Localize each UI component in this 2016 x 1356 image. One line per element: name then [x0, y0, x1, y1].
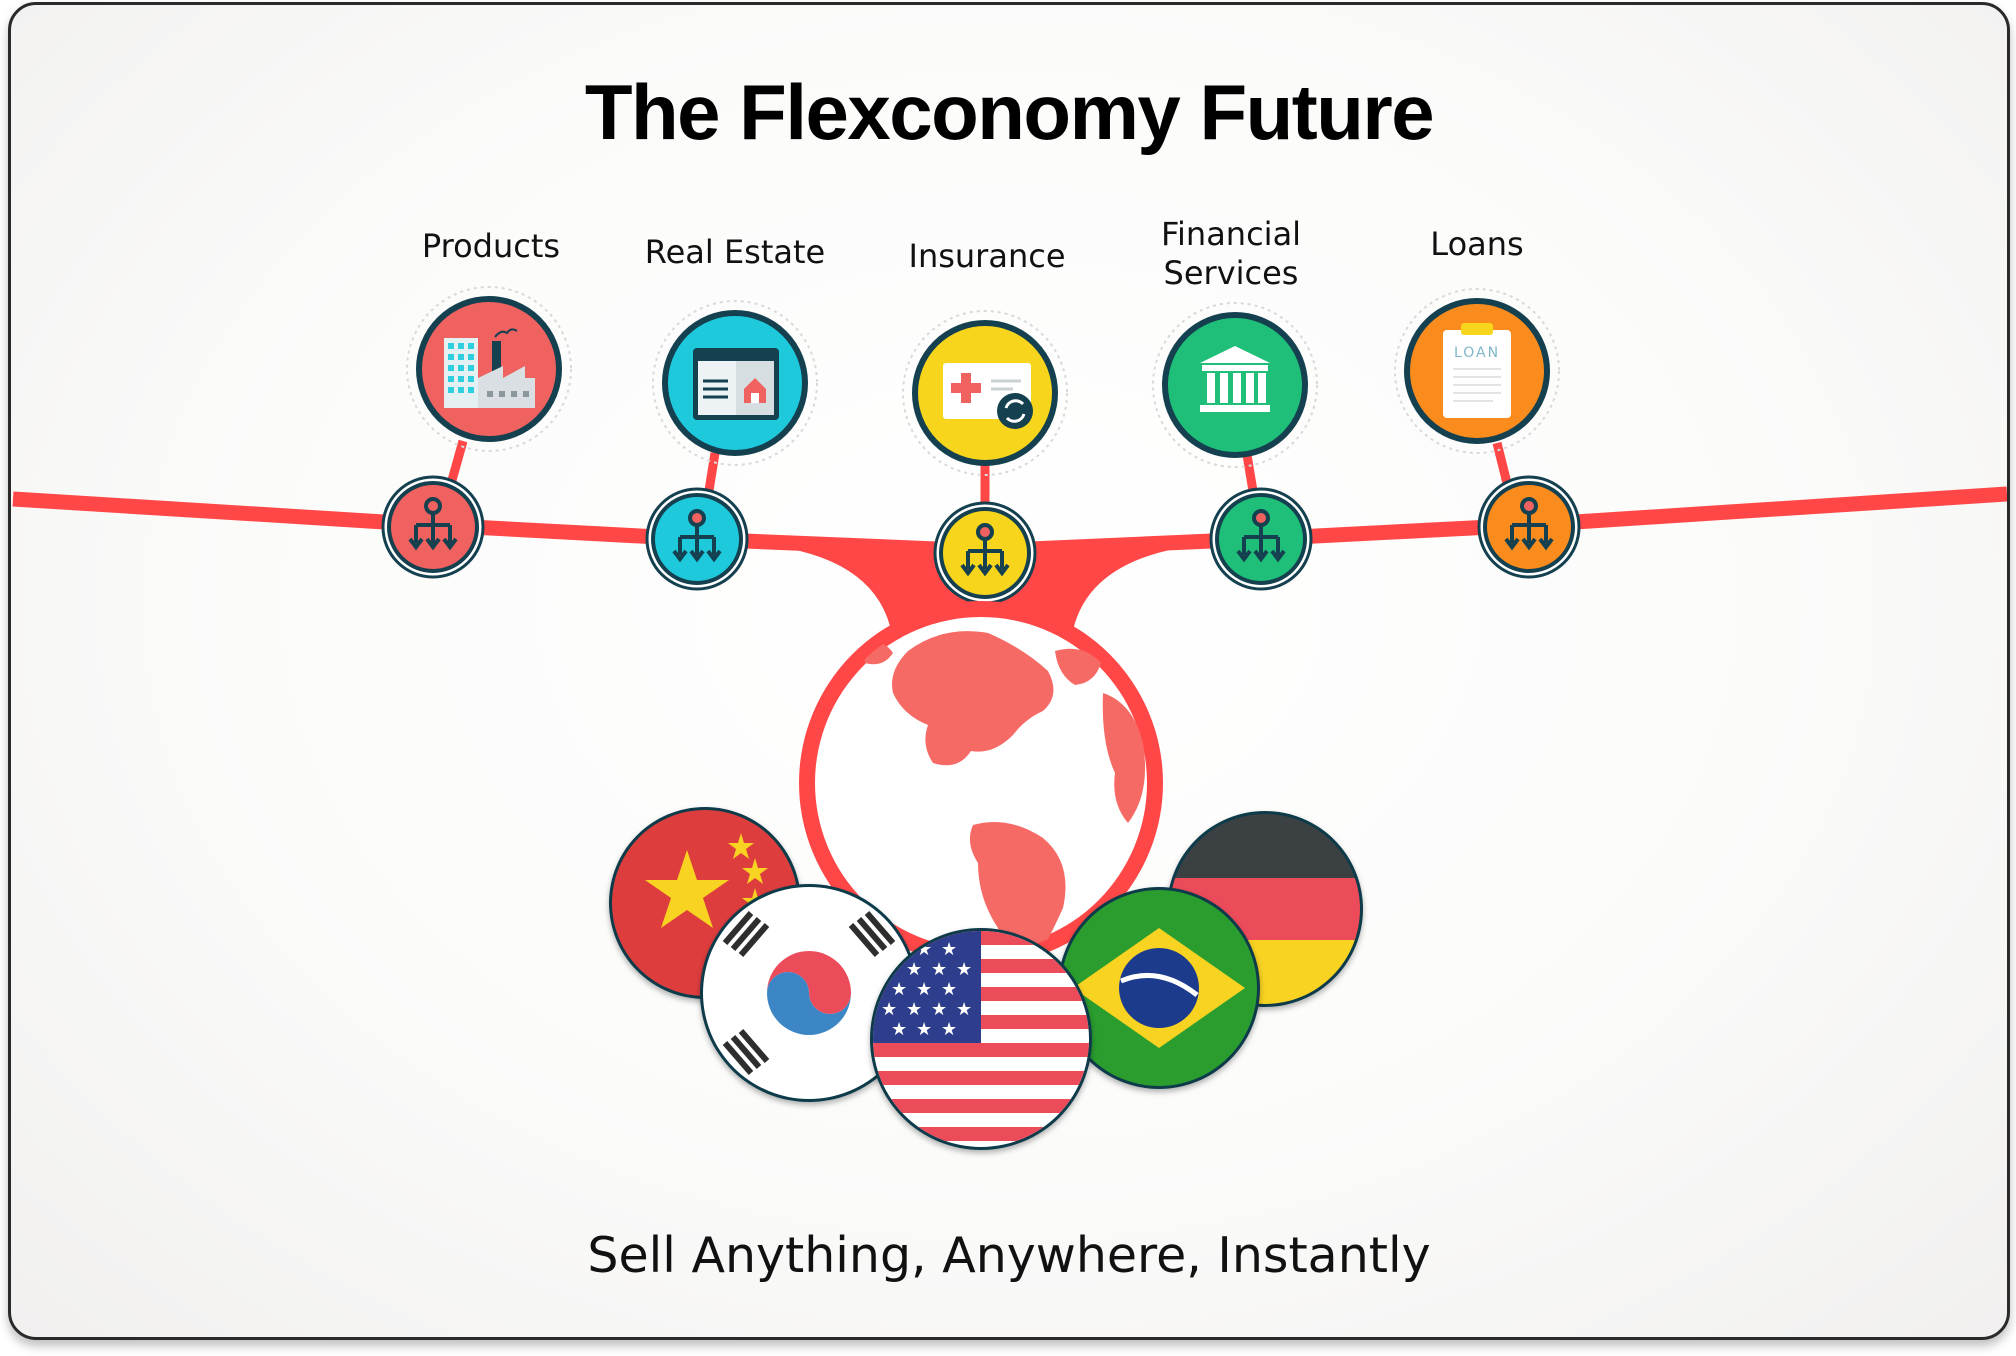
factory-icon [444, 328, 535, 408]
svg-text:★: ★ [916, 1019, 932, 1040]
svg-text:★: ★ [906, 999, 922, 1020]
svg-text:★: ★ [931, 959, 947, 980]
tagline: Sell Anything, Anywhere, Instantly [587, 1227, 1431, 1284]
node-products [381, 475, 485, 579]
products-icon-group [406, 286, 572, 452]
house-listing-icon [693, 348, 779, 420]
svg-text:★: ★ [941, 1019, 957, 1040]
page-title: The Flexconomy Future [584, 68, 1435, 156]
diagram-canvas: LOAN [12, 286, 2007, 1150]
node-loans [1477, 475, 1581, 579]
svg-text:★: ★ [891, 1019, 907, 1040]
node-real-estate [645, 487, 749, 591]
hierarchy-icon [960, 523, 1010, 577]
svg-text:★: ★ [881, 999, 897, 1020]
svg-text:★: ★ [916, 979, 932, 1000]
category-label-financial-services: Financial Services [1160, 215, 1302, 292]
category-label-products: Products [421, 227, 561, 265]
usa-flag-icon: ★★★ ★★★★ ★★★ ★★★★ ★★★ [870, 928, 1092, 1150]
hierarchy-icon [672, 509, 722, 563]
svg-text:★: ★ [956, 999, 972, 1020]
loan-document-icon: LOAN [1443, 323, 1511, 418]
hierarchy-icon [1236, 509, 1286, 563]
loans-icon-group: LOAN [1394, 288, 1560, 454]
real-estate-icon-group [652, 300, 818, 466]
svg-text:★: ★ [891, 979, 907, 1000]
insurance-card-icon [943, 363, 1033, 429]
svg-text:★: ★ [956, 959, 972, 980]
insurance-icon-group [902, 310, 1068, 476]
category-label-loans: Loans [1430, 225, 1524, 263]
svg-text:★: ★ [941, 939, 957, 960]
diagram-frame: LOAN [8, 2, 2010, 1340]
hierarchy-icon [408, 497, 458, 551]
financial-services-icon-group [1152, 302, 1318, 468]
category-label-real-estate: Real Estate [644, 233, 826, 271]
hierarchy-icon [1504, 497, 1554, 551]
node-insurance [933, 501, 1037, 605]
loan-doc-text: LOAN [1454, 345, 1500, 361]
category-label-insurance: Insurance [908, 237, 1066, 275]
bank-icon [1200, 346, 1270, 412]
globe-icon [799, 601, 1163, 965]
node-financial-services [1209, 487, 1313, 591]
svg-text:★: ★ [931, 999, 947, 1020]
brazil-flag-icon [1058, 887, 1260, 1089]
svg-text:★: ★ [906, 959, 922, 980]
svg-text:★: ★ [941, 979, 957, 1000]
